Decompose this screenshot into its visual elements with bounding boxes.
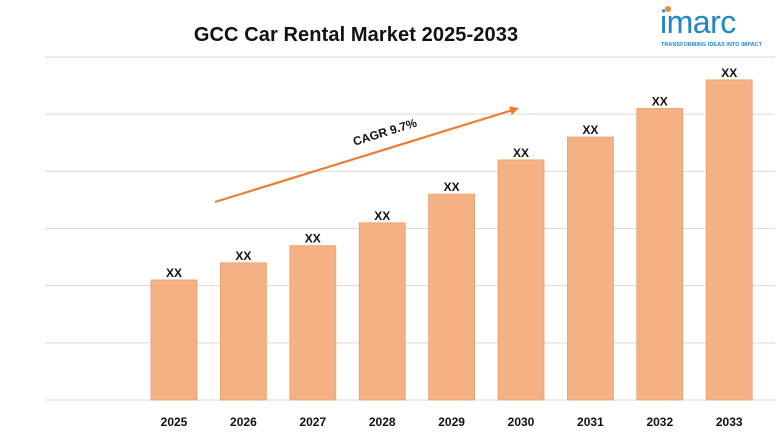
- imarc-logo: imarc TRANSFORMING IDEAS INTO IMPACT: [660, 4, 775, 52]
- bar-2026: [219, 262, 267, 401]
- cagr-annotation: CAGR 9.7%: [351, 116, 419, 149]
- data-label-2025: XX: [166, 266, 182, 280]
- bar-2027: [289, 245, 337, 401]
- bar-2031: [567, 136, 614, 401]
- x-tick-2030: 2030: [508, 415, 535, 429]
- data-label-2026: XX: [235, 249, 251, 263]
- logo-dot-icon: [665, 6, 671, 12]
- cagr-arrow-line: [214, 109, 512, 204]
- bar-2030: [497, 159, 545, 401]
- x-tick-2027: 2027: [299, 415, 326, 429]
- logo-tagline: TRANSFORMING IDEAS INTO IMPACT: [661, 42, 763, 48]
- data-label-2028: XX: [374, 209, 390, 223]
- data-label-2032: XX: [652, 94, 668, 108]
- bar-2029: [428, 193, 476, 401]
- logo-wordmark: imarc: [660, 4, 736, 40]
- x-tick-2025: 2025: [161, 415, 188, 429]
- bar-2033: [705, 79, 753, 401]
- data-label-2027: XX: [305, 232, 321, 246]
- x-tick-2033: 2033: [716, 415, 743, 429]
- data-label-2033: XX: [721, 66, 737, 80]
- cagr-arrow-head: [509, 106, 519, 115]
- x-tick-2032: 2032: [646, 415, 673, 429]
- data-label-2031: XX: [582, 123, 598, 137]
- bar-2025: [150, 279, 198, 401]
- x-tick-2029: 2029: [438, 415, 465, 429]
- x-tick-2031: 2031: [577, 415, 604, 429]
- bar-2028: [358, 222, 406, 401]
- x-tick-2026: 2026: [230, 415, 257, 429]
- x-tick-2028: 2028: [369, 415, 396, 429]
- data-label-2030: XX: [513, 146, 529, 160]
- data-label-2029: XX: [444, 180, 460, 194]
- bar-2032: [636, 108, 684, 401]
- chart-title: GCC Car Rental Market 2025-2033: [193, 24, 519, 46]
